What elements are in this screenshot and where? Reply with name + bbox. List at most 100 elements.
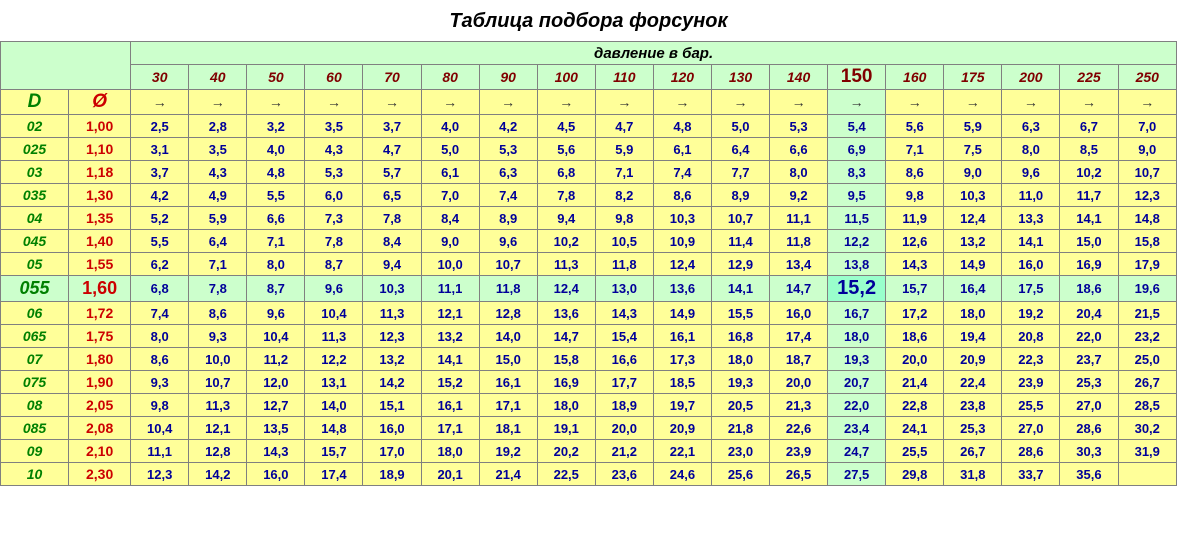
flow-value: 17,1 — [421, 417, 479, 440]
flow-value: 12,6 — [886, 230, 944, 253]
flow-value: 12,8 — [189, 440, 247, 463]
flow-value: 20,0 — [595, 417, 653, 440]
flow-value: 3,2 — [247, 115, 305, 138]
flow-value: 23,7 — [1060, 348, 1118, 371]
flow-value: 11,3 — [537, 253, 595, 276]
flow-value: 17,3 — [653, 348, 711, 371]
flow-value: 9,3 — [189, 325, 247, 348]
flow-value: 13,2 — [363, 348, 421, 371]
flow-value: 13,5 — [247, 417, 305, 440]
flow-value: 13,8 — [828, 253, 886, 276]
flow-value: 14,0 — [305, 394, 363, 417]
flow-value: 7,0 — [421, 184, 479, 207]
flow-value: 14,8 — [1118, 207, 1177, 230]
flow-value: 20,1 — [421, 463, 479, 486]
flow-value: 5,0 — [711, 115, 769, 138]
flow-value: 7,8 — [537, 184, 595, 207]
flow-value: 7,7 — [711, 161, 769, 184]
flow-value: 14,9 — [944, 253, 1002, 276]
flow-value: 6,9 — [828, 138, 886, 161]
flow-value: 2,5 — [131, 115, 189, 138]
arrow-icon: → — [828, 90, 886, 115]
flow-value: 20,9 — [653, 417, 711, 440]
flow-value: 12,3 — [131, 463, 189, 486]
flow-value: 23,0 — [711, 440, 769, 463]
arrow-icon: → — [770, 90, 828, 115]
diameter-value: 2,30 — [69, 463, 131, 486]
flow-value: 23,4 — [828, 417, 886, 440]
flow-value: 4,2 — [131, 184, 189, 207]
arrow-icon: → — [131, 90, 189, 115]
flow-value: 14,3 — [595, 302, 653, 325]
flow-value: 27,0 — [1002, 417, 1060, 440]
flow-value: 12,0 — [247, 371, 305, 394]
flow-value: 11,1 — [770, 207, 828, 230]
flow-value: 7,4 — [131, 302, 189, 325]
flow-value: 11,3 — [305, 325, 363, 348]
flow-value: 19,1 — [537, 417, 595, 440]
flow-value: 5,2 — [131, 207, 189, 230]
flow-value: 13,1 — [305, 371, 363, 394]
diameter-value: 1,10 — [69, 138, 131, 161]
flow-value: 8,9 — [479, 207, 537, 230]
pressure-label: давление в бар. — [131, 42, 1177, 65]
flow-value: 22,8 — [886, 394, 944, 417]
flow-value: 7,0 — [1118, 115, 1177, 138]
flow-value: 9,8 — [595, 207, 653, 230]
diameter-value: 1,90 — [69, 371, 131, 394]
flow-value: 4,3 — [189, 161, 247, 184]
d-value: 06 — [1, 302, 69, 325]
corner-cell — [1, 42, 131, 90]
flow-value: 4,8 — [653, 115, 711, 138]
arrow-icon: → — [537, 90, 595, 115]
pressure-header: 130 — [711, 65, 769, 90]
d-value: 09 — [1, 440, 69, 463]
flow-value: 7,1 — [189, 253, 247, 276]
flow-value: 30,2 — [1118, 417, 1177, 440]
flow-value: 20,0 — [770, 371, 828, 394]
flow-value: 10,7 — [479, 253, 537, 276]
flow-value: 23,8 — [944, 394, 1002, 417]
flow-value: 8,0 — [1002, 138, 1060, 161]
flow-value: 5,6 — [537, 138, 595, 161]
flow-value: 23,6 — [595, 463, 653, 486]
flow-value: 20,0 — [886, 348, 944, 371]
diameter-value: 1,55 — [69, 253, 131, 276]
d-value: 025 — [1, 138, 69, 161]
flow-value: 6,3 — [479, 161, 537, 184]
flow-value: 25,5 — [886, 440, 944, 463]
flow-value: 10,4 — [131, 417, 189, 440]
flow-value: 16,4 — [944, 276, 1002, 302]
diameter-header: Ø — [69, 90, 131, 115]
flow-value: 6,3 — [1002, 115, 1060, 138]
flow-value: 15,1 — [363, 394, 421, 417]
flow-value: 7,3 — [305, 207, 363, 230]
flow-value: 10,9 — [653, 230, 711, 253]
flow-value: 9,0 — [944, 161, 1002, 184]
flow-value: 13,2 — [944, 230, 1002, 253]
flow-value: 9,6 — [479, 230, 537, 253]
flow-value: 14,7 — [770, 276, 828, 302]
flow-value: 24,6 — [653, 463, 711, 486]
flow-value: 14,8 — [305, 417, 363, 440]
flow-value: 7,1 — [595, 161, 653, 184]
flow-value: 21,4 — [886, 371, 944, 394]
flow-value: 16,8 — [711, 325, 769, 348]
flow-value: 11,5 — [828, 207, 886, 230]
flow-value: 27,0 — [1060, 394, 1118, 417]
flow-value: 16,6 — [595, 348, 653, 371]
flow-value: 5,3 — [479, 138, 537, 161]
flow-value: 18,5 — [653, 371, 711, 394]
flow-value: 17,9 — [1118, 253, 1177, 276]
pressure-header: 175 — [944, 65, 1002, 90]
flow-value: 28,5 — [1118, 394, 1177, 417]
flow-value: 21,4 — [479, 463, 537, 486]
diameter-value: 1,35 — [69, 207, 131, 230]
flow-value: 12,4 — [537, 276, 595, 302]
flow-value: 7,1 — [886, 138, 944, 161]
flow-value: 24,7 — [828, 440, 886, 463]
diameter-value: 2,05 — [69, 394, 131, 417]
pressure-header: 100 — [537, 65, 595, 90]
pressure-header: 80 — [421, 65, 479, 90]
flow-value: 5,9 — [189, 207, 247, 230]
